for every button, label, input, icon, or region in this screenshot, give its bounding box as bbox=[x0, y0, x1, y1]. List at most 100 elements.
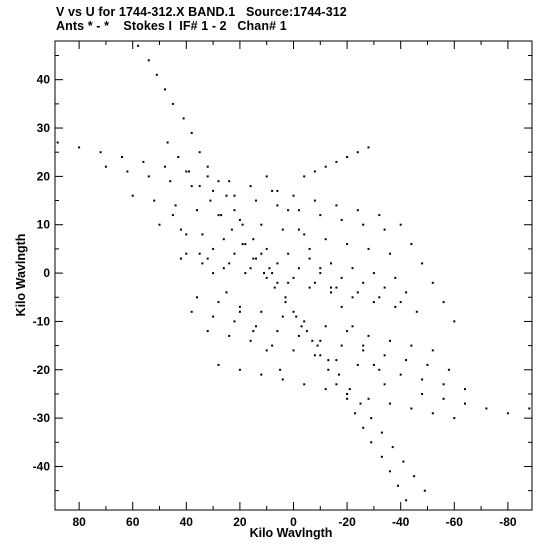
uv-point bbox=[313, 281, 316, 284]
uv-point bbox=[244, 243, 247, 246]
uv-point bbox=[260, 252, 263, 255]
uv-point bbox=[217, 214, 220, 217]
y-tick-label: 30 bbox=[37, 121, 51, 135]
uv-point bbox=[413, 475, 416, 478]
uv-point bbox=[292, 349, 295, 352]
uv-point bbox=[378, 296, 381, 299]
uv-point bbox=[260, 373, 263, 376]
uv-point bbox=[431, 349, 434, 352]
uv-point bbox=[244, 272, 247, 275]
uv-point bbox=[177, 156, 180, 158]
uv-point bbox=[255, 325, 257, 328]
uv-point bbox=[276, 262, 279, 265]
uv-point bbox=[249, 267, 252, 270]
uv-point bbox=[265, 349, 268, 352]
uv-point bbox=[190, 310, 193, 313]
uv-point bbox=[271, 272, 274, 275]
uv-point bbox=[380, 431, 383, 434]
uv-point bbox=[228, 334, 231, 337]
uv-point bbox=[359, 402, 362, 405]
uv-point bbox=[370, 441, 373, 444]
uv-point bbox=[303, 383, 306, 386]
uv-point bbox=[313, 354, 316, 357]
uv-point bbox=[271, 189, 274, 192]
chart-title-line2: Ants * - * Stokes I IF# 1 - 2 Chan# 1 bbox=[56, 19, 287, 33]
uv-point bbox=[131, 194, 134, 197]
uv-point bbox=[372, 272, 375, 275]
uv-point bbox=[265, 175, 268, 178]
uv-point bbox=[238, 218, 241, 221]
uv-point bbox=[340, 218, 343, 221]
uv-point bbox=[284, 301, 287, 304]
uv-point bbox=[399, 223, 402, 226]
uv-point bbox=[126, 170, 129, 173]
uv-point bbox=[394, 276, 397, 279]
uv-point bbox=[394, 305, 397, 308]
uv-point bbox=[410, 243, 413, 246]
uv-point bbox=[185, 233, 188, 236]
uv-point bbox=[338, 373, 341, 376]
y-tick-label: 20 bbox=[37, 169, 51, 183]
uv-point bbox=[233, 209, 236, 212]
uv-point bbox=[300, 325, 303, 328]
uv-point bbox=[206, 165, 209, 168]
uv-point bbox=[225, 194, 228, 197]
uv-point bbox=[356, 363, 359, 366]
uv-point bbox=[346, 243, 349, 246]
uv-point bbox=[324, 165, 327, 168]
uv-point bbox=[447, 368, 450, 371]
uv-point bbox=[367, 247, 370, 250]
y-tick-label: 0 bbox=[43, 266, 50, 280]
uv-point bbox=[351, 296, 354, 299]
uv-point bbox=[389, 252, 391, 255]
uv-point bbox=[142, 160, 145, 163]
uv-point bbox=[196, 296, 198, 299]
uv-point bbox=[238, 368, 241, 371]
uv-point bbox=[421, 393, 424, 395]
uv-point bbox=[330, 291, 332, 294]
uv-point bbox=[383, 354, 386, 357]
uv-point bbox=[405, 291, 408, 294]
uv-point bbox=[335, 204, 338, 207]
uv-point bbox=[399, 301, 402, 304]
uv-point bbox=[356, 151, 359, 154]
y-axis-label: Kilo Wavlngth bbox=[14, 234, 28, 317]
uv-point bbox=[335, 160, 338, 163]
uv-point bbox=[198, 185, 201, 188]
uv-point bbox=[308, 286, 311, 289]
uv-point bbox=[292, 194, 295, 197]
uv-point bbox=[233, 320, 236, 323]
uv-point bbox=[402, 460, 405, 463]
uv-point bbox=[423, 489, 426, 492]
uv-point bbox=[196, 209, 198, 212]
x-tick-label: 20 bbox=[233, 515, 247, 529]
uv-point bbox=[241, 243, 244, 246]
uv-point bbox=[217, 363, 220, 366]
x-tick-label: -40 bbox=[392, 515, 410, 529]
uv-point bbox=[281, 228, 284, 231]
uv-point bbox=[354, 412, 357, 415]
x-tick-label: -20 bbox=[338, 515, 356, 529]
uv-point bbox=[198, 151, 201, 154]
uv-point bbox=[209, 199, 212, 202]
uv-point bbox=[78, 146, 81, 149]
uv-point bbox=[206, 175, 209, 178]
uv-point bbox=[252, 238, 255, 241]
uv-point bbox=[276, 330, 279, 333]
uv-point bbox=[153, 199, 156, 202]
uv-point bbox=[362, 281, 365, 284]
uv-point bbox=[185, 252, 188, 255]
uv-point bbox=[201, 262, 204, 265]
uv-point bbox=[163, 88, 166, 91]
uv-point bbox=[464, 402, 466, 405]
y-tick-label: -40 bbox=[33, 459, 51, 473]
uv-point bbox=[431, 281, 434, 284]
uv-point bbox=[233, 252, 236, 255]
uv-point bbox=[348, 388, 351, 391]
x-tick-label: 80 bbox=[72, 515, 86, 529]
uv-point bbox=[297, 228, 300, 231]
uv-point bbox=[311, 339, 314, 342]
uv-point bbox=[56, 141, 59, 144]
uv-point bbox=[405, 359, 408, 362]
